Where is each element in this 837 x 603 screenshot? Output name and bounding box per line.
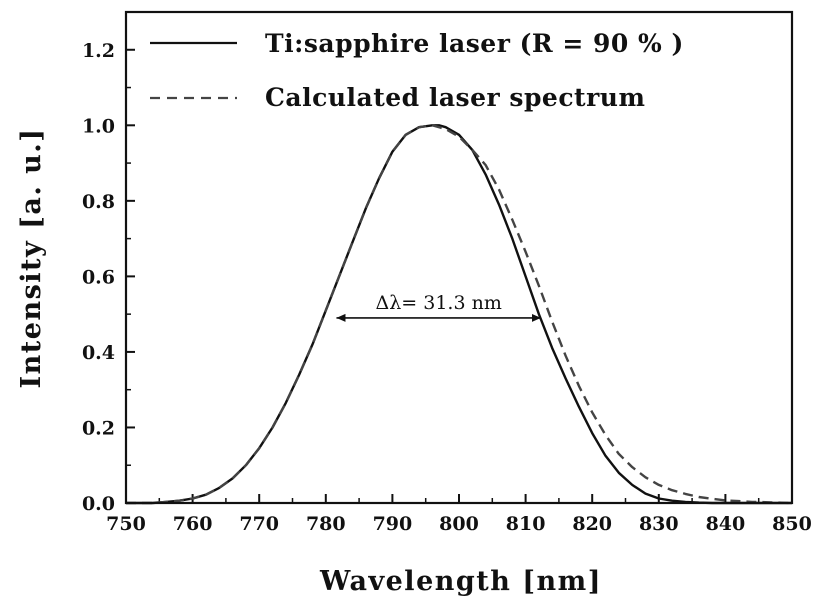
y-tick-label: 0.0	[82, 493, 115, 515]
y-tick-label: 0.4	[82, 342, 115, 364]
x-tick-label: 760	[173, 513, 213, 535]
plot-frame	[124, 10, 794, 505]
y-tick-label: 1.0	[82, 115, 115, 137]
fwhm-label: Δλ= 31.3 nm	[376, 292, 502, 314]
series-calculated-line	[126, 124, 793, 505]
x-tick-label: 810	[506, 513, 546, 535]
x-tick-label: 800	[439, 513, 479, 535]
y-tick-label: 1.2	[82, 40, 115, 62]
y-tick-label: 0.2	[82, 417, 115, 439]
legend-label-calculated: Calculated laser spectrum	[265, 83, 645, 112]
legend-label-ti-sapphire: Ti:sapphire laser (R = 90 % )	[265, 29, 684, 58]
series-ti-sapphire-line	[126, 124, 792, 505]
x-tick-label: 770	[239, 513, 279, 535]
fwhm-annotation: Δλ= 31.3 nm	[336, 292, 541, 322]
x-tick-label: 830	[639, 513, 679, 535]
x-axis-ticks: 750 760 770 780 790 800 810 820 830 840 850	[106, 494, 812, 535]
y-tick-label: 0.8	[82, 191, 115, 213]
x-tick-label: 750	[106, 513, 146, 535]
series-layer	[126, 124, 793, 505]
x-tick-label: 820	[572, 513, 612, 535]
legend: Ti:sapphire laser (R = 90 % ) Calculated…	[150, 29, 684, 112]
x-tick-label: 780	[306, 513, 346, 535]
y-tick-label: 0.6	[82, 266, 115, 288]
x-tick-label: 840	[706, 513, 746, 535]
y-axis-title: Intensity [a. u.]	[16, 128, 47, 389]
y-axis-ticks: 0.0 0.2 0.4 0.6 0.8 1.0 1.2	[82, 11, 135, 515]
x-axis-title: Wavelength [nm]	[319, 566, 602, 597]
x-tick-label: 850	[772, 513, 812, 535]
x-tick-label: 790	[373, 513, 413, 535]
